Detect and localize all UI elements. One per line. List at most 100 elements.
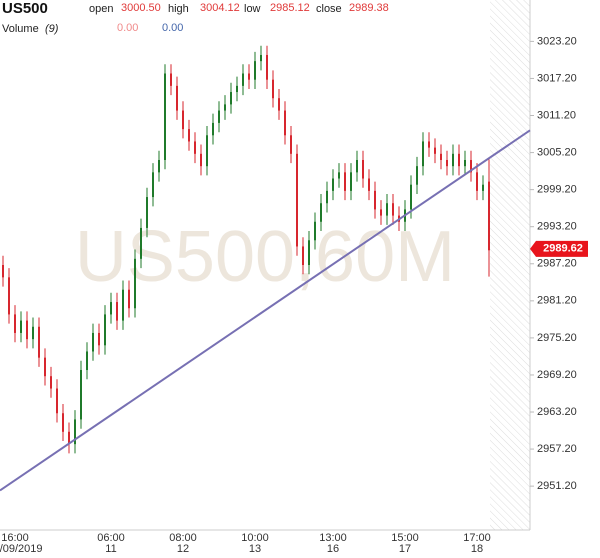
candle-body	[308, 240, 310, 265]
candle-body	[104, 314, 106, 346]
y-tick-label: 2981.20	[537, 295, 577, 307]
x-tick-label: 12	[177, 543, 189, 555]
candle-body	[482, 184, 484, 191]
candle-body	[440, 153, 442, 160]
x-tick-label: 10:00	[241, 532, 269, 544]
candle-body	[140, 227, 142, 259]
candle-body	[446, 159, 448, 167]
low-label: low	[244, 3, 261, 15]
candle-body	[302, 246, 304, 265]
candle-body	[374, 190, 376, 210]
close-value: 2989.38	[349, 2, 389, 14]
candle-body	[230, 92, 232, 105]
plot	[2, 45, 490, 454]
candle-body	[212, 122, 214, 136]
candle-body	[188, 129, 190, 142]
candle-body	[332, 178, 334, 191]
candle-body	[434, 147, 436, 154]
volume-value: 0.00	[117, 22, 138, 34]
x-tick-label: 06:00	[97, 532, 125, 544]
candle-body	[242, 73, 244, 86]
candle-body	[368, 178, 370, 191]
candle-body	[452, 153, 454, 167]
watermark: US500,60M	[75, 217, 455, 297]
candle-body	[248, 73, 250, 80]
x-tick-label: 17:00	[463, 532, 491, 544]
close-label: close	[316, 3, 342, 15]
y-tick-label: 2963.20	[537, 406, 577, 418]
y-tick-label: 2993.20	[537, 221, 577, 233]
candle-body	[314, 221, 316, 241]
low-value: 2985.12	[270, 2, 310, 14]
candle-body	[356, 159, 358, 173]
candle-body	[428, 141, 430, 148]
x-tick-label: 16	[327, 543, 339, 555]
candle-body	[86, 351, 88, 371]
candle-body	[68, 431, 70, 445]
high-value: 3004.12	[200, 2, 240, 14]
candle-body	[278, 98, 280, 111]
trendline	[0, 129, 531, 492]
candle-body	[266, 54, 268, 80]
candle-body	[116, 302, 118, 321]
y-tick-label: 3005.20	[537, 146, 577, 158]
y-tick-label: 3023.20	[537, 35, 577, 47]
candle-body	[290, 135, 292, 154]
open-label: open	[89, 3, 113, 15]
candle-body	[38, 326, 40, 358]
y-tick-label: 2951.20	[537, 480, 577, 492]
candle-body	[380, 209, 382, 216]
candle-body	[62, 413, 64, 432]
y-tick-label: 3011.20	[537, 109, 576, 121]
x-tick-label: 11	[105, 543, 116, 555]
candle-body	[74, 419, 76, 445]
candle-body	[416, 166, 418, 185]
candle-body	[152, 172, 154, 198]
x-tick-label: 18	[471, 543, 483, 555]
candle-body	[32, 326, 34, 340]
candle-body	[2, 265, 4, 278]
candle-body	[254, 61, 256, 80]
candle-body	[284, 110, 286, 136]
candle-body	[92, 332, 94, 352]
x-tick-label: 08:00	[169, 532, 197, 544]
candle-body	[122, 289, 124, 321]
candle-body	[224, 104, 226, 111]
future-area	[490, 0, 530, 530]
candle-body	[476, 172, 478, 191]
candle-body	[320, 203, 322, 222]
candle-body	[422, 141, 424, 167]
y-tick-label: 2975.20	[537, 332, 577, 344]
x-tick-label: 09/09/2019	[0, 543, 43, 555]
candle-body	[410, 184, 412, 210]
candle-body	[170, 73, 172, 86]
candle-body	[26, 320, 28, 340]
candle-body	[470, 159, 472, 173]
candle-body	[392, 203, 394, 216]
candle-body	[158, 159, 160, 173]
candle-body	[110, 302, 112, 315]
price-tag-label: 2989.62	[543, 243, 583, 255]
candle-body	[272, 79, 274, 99]
candle-body	[56, 388, 58, 414]
candle-body	[260, 54, 262, 62]
candle-body	[50, 376, 52, 389]
candle-body	[8, 277, 10, 315]
candle-body	[182, 110, 184, 130]
x-tick-label: 13:00	[319, 532, 347, 544]
candle-body	[80, 370, 82, 420]
x-tick-label: 13	[249, 543, 261, 555]
open-value: 3000.50	[121, 2, 161, 14]
candle-body	[296, 153, 298, 247]
candle-body	[338, 172, 340, 179]
candle-body	[44, 357, 46, 377]
candle-body	[146, 197, 148, 228]
candle-body	[194, 141, 196, 154]
candle-body	[218, 110, 220, 123]
candle-body	[164, 73, 166, 160]
candle-body	[326, 190, 328, 204]
volume-label: Volume	[2, 23, 39, 35]
symbol: US500	[2, 0, 48, 17]
price-tag	[530, 240, 588, 257]
